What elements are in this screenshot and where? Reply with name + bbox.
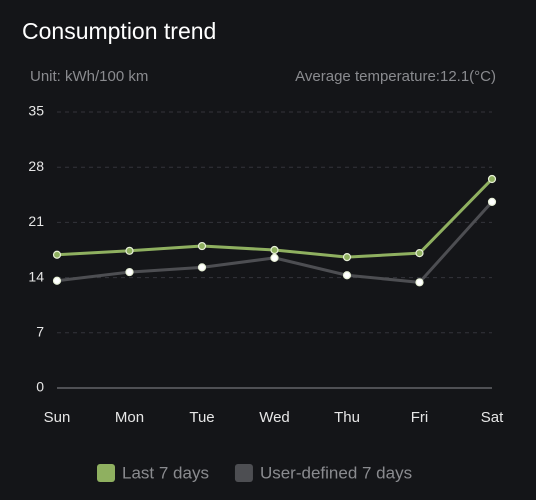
data-point — [270, 245, 279, 255]
y-tick-label: 14 — [28, 268, 44, 284]
legend-swatch — [234, 464, 253, 482]
x-tick-label: Sat — [481, 409, 504, 426]
data-point — [52, 276, 62, 285]
data-point — [415, 278, 424, 287]
x-tick-label: Fri — [411, 409, 429, 426]
data-point — [197, 241, 207, 251]
y-tick-label: 28 — [28, 158, 44, 174]
data-point — [52, 250, 62, 259]
x-tick-label: Wed — [259, 409, 290, 426]
data-point — [342, 271, 352, 280]
unit-label: Unit: kWh/100 km — [30, 68, 148, 85]
x-tick-label: Sun — [44, 409, 71, 426]
legend-swatch — [97, 464, 115, 482]
x-tick-label: Thu — [334, 409, 360, 426]
y-tick-label: 21 — [28, 213, 44, 229]
data-point — [270, 253, 279, 262]
x-tick-label: Mon — [115, 409, 144, 426]
data-point — [415, 249, 424, 258]
y-tick-label: 0 — [36, 379, 44, 395]
data-point — [197, 263, 207, 272]
data-point — [342, 252, 352, 262]
x-tick-label: Tue — [189, 409, 214, 426]
data-point — [125, 267, 134, 277]
annotation: Average temperature:12.1(°C) — [295, 68, 496, 85]
data-point — [487, 197, 497, 206]
data-point — [487, 174, 497, 184]
data-point — [125, 246, 134, 255]
chart-title: Consumption trend — [22, 18, 216, 44]
legend-label: User-defined 7 days — [260, 463, 412, 482]
y-tick-label: 35 — [28, 103, 44, 119]
y-tick-label: 7 — [36, 324, 44, 340]
legend-label: Last 7 days — [122, 463, 209, 482]
